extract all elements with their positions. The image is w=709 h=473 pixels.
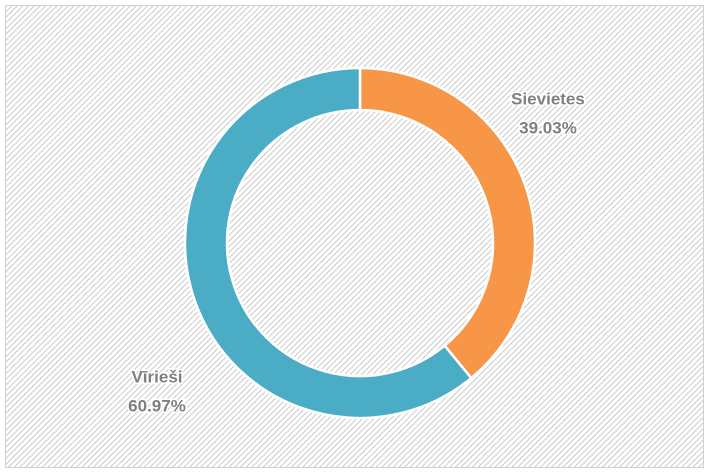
slice-value-label: 60.97%: [128, 396, 186, 415]
slice-value-label: 39.03%: [519, 118, 577, 137]
slice-label: Vīrieši: [131, 367, 182, 386]
slice-label: Sievietes: [511, 89, 585, 108]
donut-slice: [358, 66, 537, 380]
donut: [183, 66, 537, 420]
donut-slice: [183, 66, 474, 420]
